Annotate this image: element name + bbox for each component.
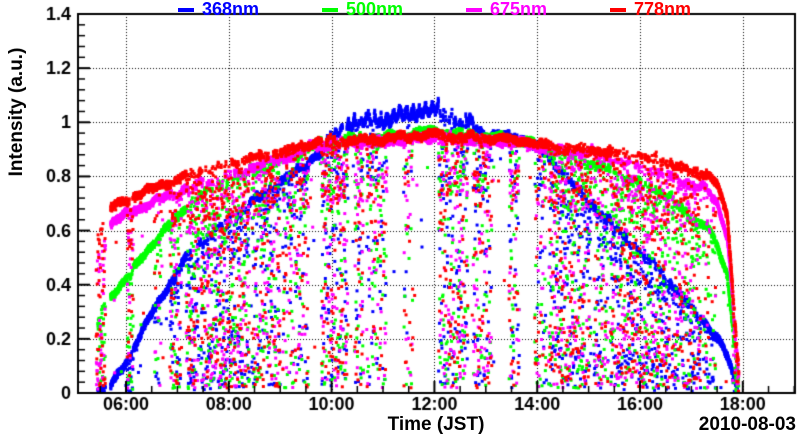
legend-item-778nm: 778nm <box>610 0 691 19</box>
date-label: 2010-08-03 <box>698 414 796 434</box>
legend-dash-675nm <box>466 7 482 12</box>
legend-item-368nm: 368nm <box>178 0 259 19</box>
legend: 368nm 500nm 675nm 778nm <box>0 0 800 20</box>
legend-item-675nm: 675nm <box>466 0 547 19</box>
legend-dash-500nm <box>322 7 338 12</box>
legend-label-368nm: 368nm <box>202 0 260 19</box>
x-axis-title: Time (JST) <box>387 414 485 434</box>
y-axis-title: Intensity (a.u.) <box>6 47 27 177</box>
legend-label-500nm: 500nm <box>346 0 404 19</box>
legend-label-778nm: 778nm <box>634 0 692 19</box>
legend-dash-778nm <box>610 7 626 12</box>
legend-item-500nm: 500nm <box>322 0 403 19</box>
legend-label-675nm: 675nm <box>490 0 548 19</box>
legend-dash-368nm <box>178 7 194 12</box>
